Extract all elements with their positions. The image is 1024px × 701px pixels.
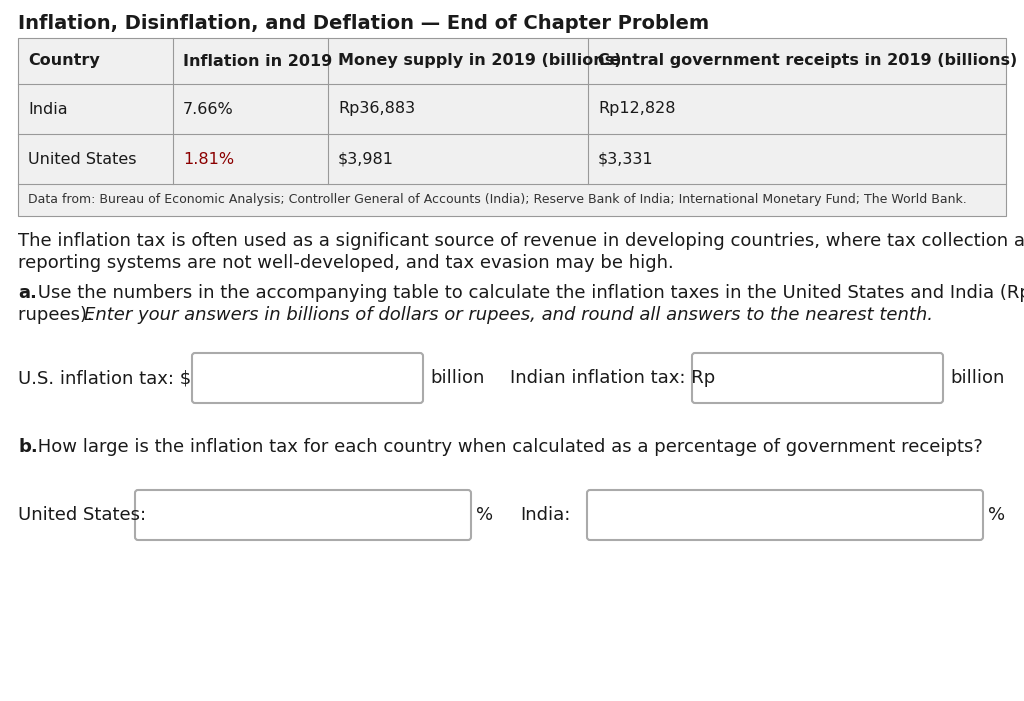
Text: Use the numbers in the accompanying table to calculate the inflation taxes in th: Use the numbers in the accompanying tabl…	[32, 284, 1024, 302]
Text: reporting systems are not well-developed, and tax evasion may be high.: reporting systems are not well-developed…	[18, 254, 674, 272]
Text: a.: a.	[18, 284, 37, 302]
FancyBboxPatch shape	[587, 490, 983, 540]
Text: b.: b.	[18, 438, 38, 456]
Text: Central government receipts in 2019 (billions): Central government receipts in 2019 (bil…	[598, 53, 1017, 69]
Text: India:: India:	[520, 506, 570, 524]
Text: Rp36,883: Rp36,883	[338, 102, 415, 116]
Text: Inflation, Disinflation, and Deflation — End of Chapter Problem: Inflation, Disinflation, and Deflation —…	[18, 14, 710, 33]
Text: The inflation tax is often used as a significant source of revenue in developing: The inflation tax is often used as a sig…	[18, 232, 1024, 250]
Text: billion: billion	[950, 369, 1005, 387]
Text: 7.66%: 7.66%	[183, 102, 233, 116]
Text: U.S. inflation tax: $: U.S. inflation tax: $	[18, 369, 191, 387]
Text: Money supply in 2019 (billions): Money supply in 2019 (billions)	[338, 53, 622, 69]
Text: 1.81%: 1.81%	[183, 151, 234, 167]
FancyBboxPatch shape	[692, 353, 943, 403]
Text: billion: billion	[430, 369, 484, 387]
Text: $3,981: $3,981	[338, 151, 394, 167]
Text: Inflation in 2019: Inflation in 2019	[183, 53, 332, 69]
Text: Rp12,828: Rp12,828	[598, 102, 676, 116]
Text: United States: United States	[28, 151, 136, 167]
Text: Country: Country	[28, 53, 99, 69]
Text: $3,331: $3,331	[598, 151, 653, 167]
Text: How large is the inflation tax for each country when calculated as a percentage : How large is the inflation tax for each …	[32, 438, 983, 456]
Text: India: India	[28, 102, 68, 116]
Text: %: %	[988, 506, 1006, 524]
FancyBboxPatch shape	[193, 353, 423, 403]
Text: Enter your answers in billions of dollars or rupees, and round all answers to th: Enter your answers in billions of dollar…	[84, 306, 933, 324]
Text: United States:: United States:	[18, 506, 146, 524]
Bar	[18, 38, 1006, 216]
Text: Indian inflation tax: Rp: Indian inflation tax: Rp	[510, 369, 715, 387]
Text: %: %	[476, 506, 494, 524]
FancyBboxPatch shape	[135, 490, 471, 540]
Text: Data from: Bureau of Economic Analysis; Controller General of Accounts (India); : Data from: Bureau of Economic Analysis; …	[28, 193, 967, 207]
Text: rupees).: rupees).	[18, 306, 98, 324]
